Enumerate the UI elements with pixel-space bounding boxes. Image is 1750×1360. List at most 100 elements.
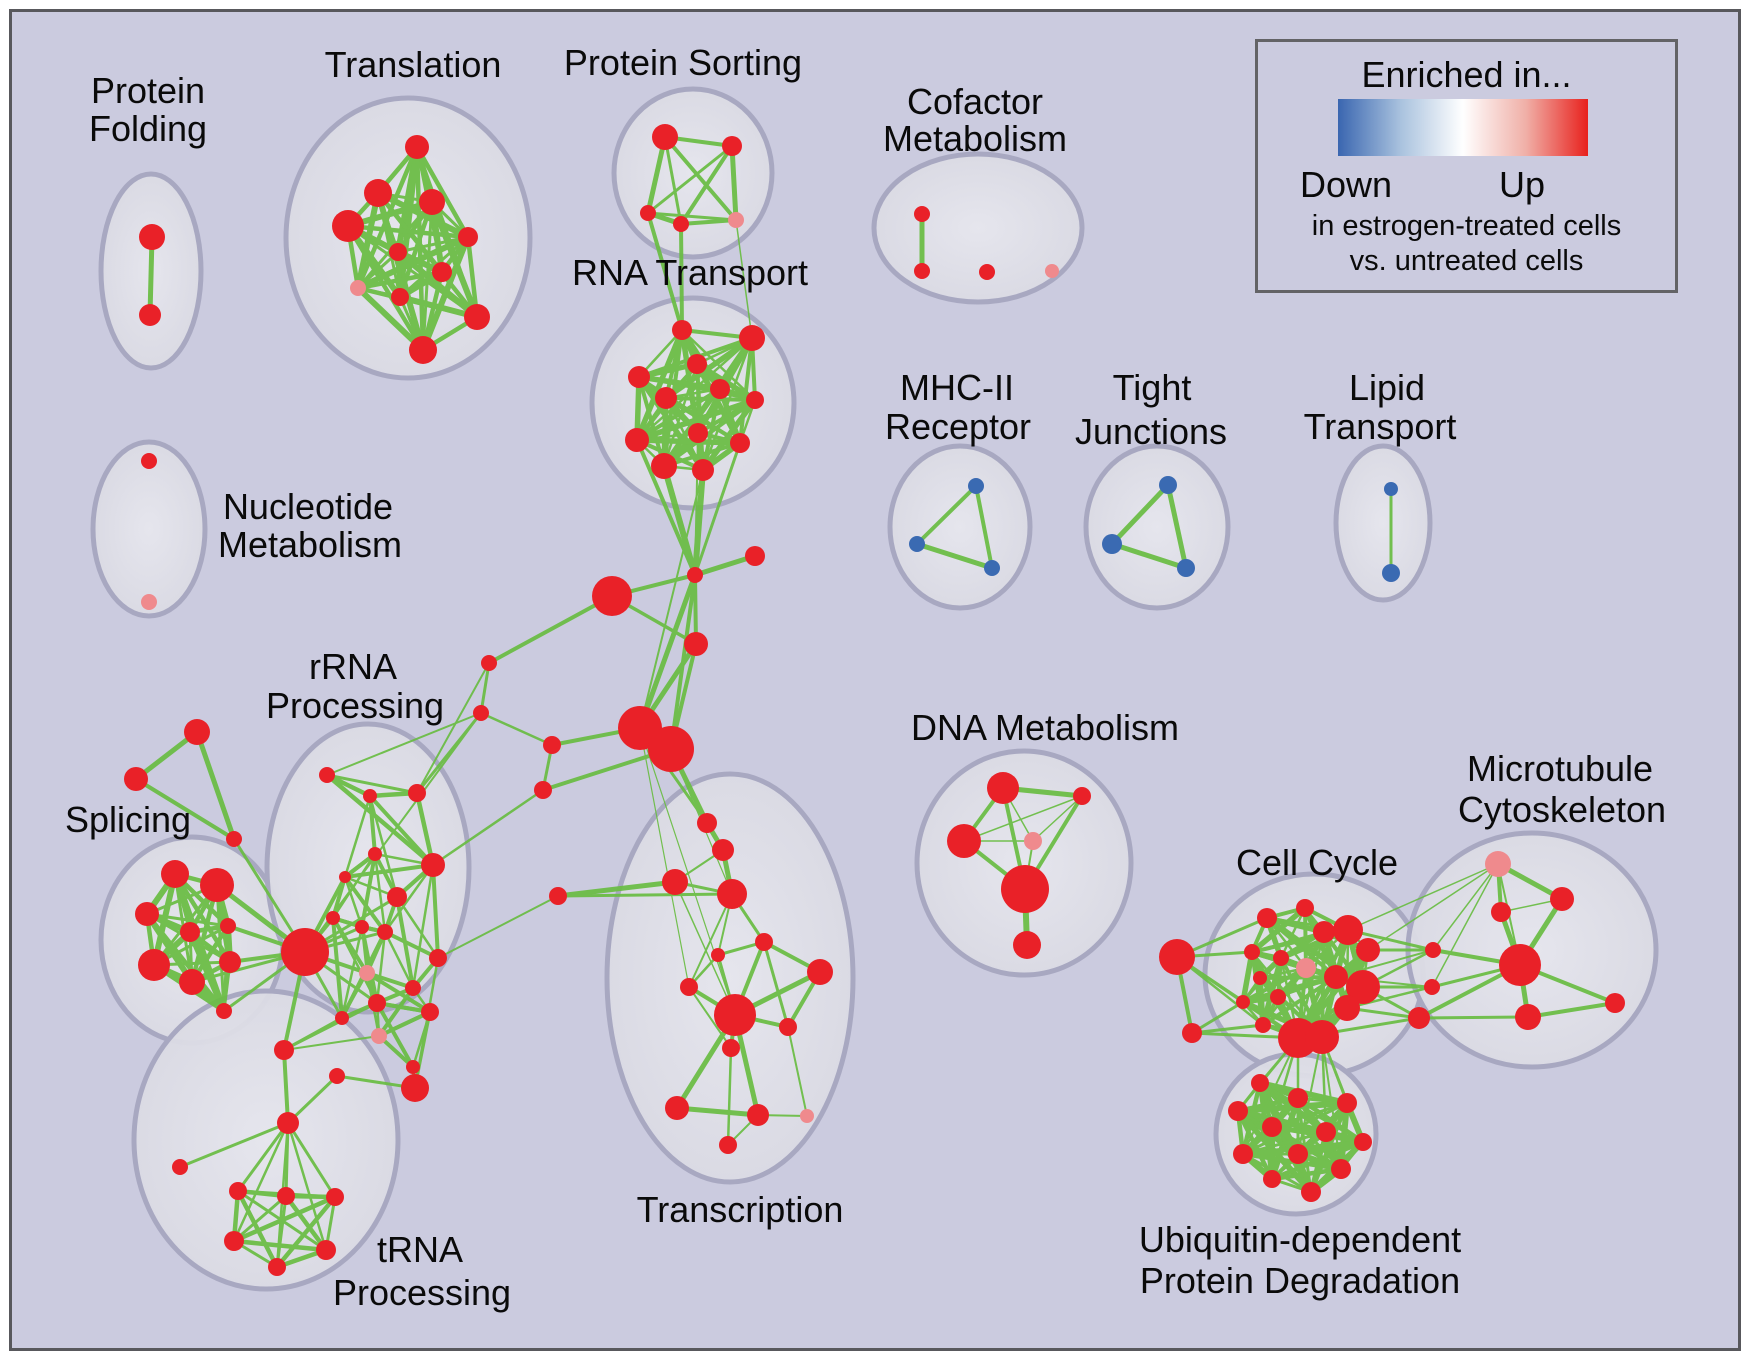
cluster-cell-cycle-label: Cell Cycle	[1236, 842, 1398, 883]
node-RT12	[692, 459, 714, 481]
edge-X5-X10	[762, 940, 790, 1029]
cluster-nucleotide-metabolism-label: Nucleotide	[223, 486, 393, 527]
edge-R2-R5	[343, 794, 372, 879]
cluster-transcription-label: Transcription	[637, 1189, 844, 1230]
node-CC4	[1313, 921, 1335, 943]
node-T1	[405, 135, 429, 159]
cluster-cofactor-metabolism-label: Metabolism	[883, 118, 1067, 159]
node-J1	[687, 567, 703, 583]
node-X3	[662, 869, 688, 895]
edge-X10-X14	[787, 1026, 808, 1117]
edge-S4-S9	[187, 929, 227, 1014]
node-RT7	[746, 391, 764, 409]
node-P5	[316, 1240, 336, 1260]
cluster-lipid-transport-label: Transport	[1304, 406, 1457, 447]
node-PS4	[673, 216, 689, 232]
node-TL	[172, 1159, 188, 1175]
edge-CC3-CC8	[1279, 906, 1307, 960]
edge-P3-P4	[231, 1194, 338, 1244]
node-P2	[277, 1187, 295, 1205]
node-U5	[1262, 1117, 1282, 1137]
node-TJ1	[1159, 476, 1177, 494]
cluster-nucleotide-metabolism-label: Metabolism	[218, 524, 402, 565]
node-R7	[387, 887, 407, 907]
edge-R1-R3	[325, 773, 419, 795]
node-M8	[1515, 1004, 1541, 1030]
node-PS1	[652, 124, 678, 150]
node-L1	[543, 736, 561, 754]
edge-TR2-TR3	[134, 777, 236, 841]
node-CC18	[1305, 1020, 1339, 1054]
node-TR3	[226, 831, 242, 847]
cluster-tight-junctions-label: Junctions	[1075, 411, 1227, 452]
node-CM1	[914, 206, 930, 222]
cluster-protein-folding-label: Protein	[91, 70, 205, 111]
node-CC1	[1182, 1023, 1202, 1043]
edge-RT9-J1	[635, 438, 697, 577]
node-P3	[326, 1188, 344, 1206]
node-PF2	[139, 304, 161, 326]
cluster-cofactor-metabolism-label: Cofactor	[907, 81, 1043, 122]
edge-TH-TL	[178, 1121, 290, 1169]
node-MH2	[909, 536, 925, 552]
node-R9	[355, 920, 369, 934]
legend-subtitle-line1: in estrogen-treated cells	[1311, 210, 1622, 242]
edge-PS5-RT2	[735, 219, 753, 339]
node-D3	[947, 824, 981, 858]
edge-J1-J2	[692, 553, 758, 578]
node-S7	[179, 969, 205, 995]
node-CC5	[1333, 915, 1363, 945]
node-T4	[332, 210, 364, 242]
edge-CC17-U8	[1242, 1037, 1299, 1155]
node-X7	[680, 978, 698, 996]
edge-T7-T8	[355, 269, 445, 291]
node-CM4	[1045, 264, 1059, 278]
node-D5	[1001, 865, 1049, 913]
node-S1	[161, 860, 189, 888]
node-N1	[141, 453, 157, 469]
edge-PS3-RT1	[646, 211, 684, 332]
edge-T3-T10	[429, 199, 480, 320]
node-M7	[1408, 1007, 1430, 1029]
edge-R17-R20	[283, 1035, 380, 1051]
node-T10	[464, 304, 490, 330]
edge-U3-U4	[1235, 1100, 1350, 1114]
edge-X11-X15	[726, 1046, 733, 1147]
node-CC7	[1244, 944, 1260, 960]
node-PS3	[640, 205, 656, 221]
edge-T1-T5	[414, 144, 471, 240]
edge-PF1-PF2	[147, 234, 155, 318]
node-X11	[722, 1039, 740, 1057]
edge-CC6-M1	[1367, 863, 1499, 951]
cluster-tight-junctions-ellipse	[1083, 443, 1231, 611]
edge-RT6-RT9	[635, 387, 722, 442]
edge-MH1-MH2	[915, 484, 978, 546]
node-CM2	[914, 263, 930, 279]
node-CC10	[1324, 965, 1348, 989]
node-RT6	[710, 379, 730, 399]
node-R2	[363, 789, 377, 803]
cluster-microtubule-cytoskeleton-label: Cytoskeleton	[1458, 789, 1666, 830]
edge-R4-R9	[360, 852, 377, 929]
edge-RT1-RT7	[680, 328, 757, 402]
edge-S2-S9	[215, 883, 226, 1013]
edge-R21-TH	[286, 1074, 339, 1125]
legend-down-up-row: Down Up	[1300, 164, 1545, 206]
edge-MH2-MH3	[914, 541, 995, 571]
cluster-nucleotide-metabolism-ellipse	[90, 439, 208, 619]
edge-P4-P5	[231, 1238, 329, 1253]
node-CC8	[1273, 950, 1289, 966]
edge-CC7-CC13	[1240, 949, 1255, 1005]
node-N2	[141, 594, 157, 610]
edge-J1-C1	[637, 572, 698, 731]
node-R6	[421, 853, 445, 877]
node-R10	[377, 924, 393, 940]
edge-G1-BIG1	[487, 594, 614, 665]
node-R4	[368, 847, 382, 861]
node-R14	[368, 994, 386, 1012]
cluster-mhc-ii-receptor-label: Receptor	[885, 406, 1031, 447]
edge-CC3-CC7	[1249, 905, 1308, 955]
node-T7	[432, 262, 452, 282]
edge-CC1-CC16	[1190, 1023, 1265, 1035]
edge-L3-X4	[556, 892, 734, 898]
